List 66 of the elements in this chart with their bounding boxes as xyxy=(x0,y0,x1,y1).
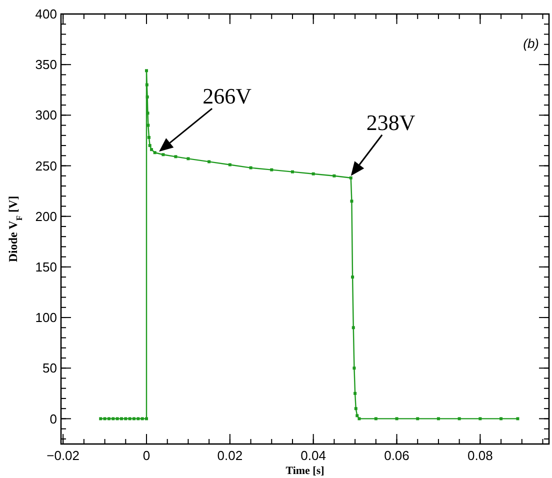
point xyxy=(458,417,461,420)
point xyxy=(374,417,378,420)
point xyxy=(107,417,110,420)
point xyxy=(146,95,149,98)
point xyxy=(436,417,440,420)
point xyxy=(358,417,361,420)
point xyxy=(186,157,190,160)
annotation: 238V xyxy=(366,110,416,135)
point xyxy=(146,124,150,127)
point xyxy=(351,276,354,279)
point xyxy=(120,417,123,420)
point xyxy=(349,176,352,180)
point xyxy=(395,417,398,420)
point xyxy=(174,155,178,158)
point xyxy=(99,417,102,420)
x-tick-label: 0 xyxy=(142,448,150,463)
point xyxy=(150,148,154,152)
point xyxy=(132,417,136,420)
point xyxy=(270,168,274,172)
y-tick-label: 400 xyxy=(35,6,57,22)
point xyxy=(208,160,211,164)
x-axis-title: Time [s] xyxy=(286,465,324,477)
point xyxy=(354,407,358,410)
point xyxy=(124,417,128,420)
y-tick-label: 200 xyxy=(35,208,57,224)
point xyxy=(249,166,252,170)
point xyxy=(145,417,148,420)
point xyxy=(356,414,359,418)
point xyxy=(516,417,520,420)
x-tick-label: −0.02 xyxy=(46,448,80,463)
annotation: (b) xyxy=(523,36,539,51)
point xyxy=(162,153,165,156)
point xyxy=(228,163,232,166)
point xyxy=(352,326,355,330)
y-tick-label: 150 xyxy=(35,259,57,274)
point xyxy=(354,392,357,395)
point xyxy=(153,151,156,154)
point xyxy=(103,417,106,420)
point xyxy=(145,83,148,86)
y-tick-label: 50 xyxy=(42,360,57,376)
x-tick-label: 0.08 xyxy=(468,448,493,463)
point xyxy=(500,417,503,420)
y-tick-label: 100 xyxy=(35,310,57,326)
y-tick-label: 0 xyxy=(50,411,57,426)
point xyxy=(416,417,420,420)
point xyxy=(312,172,315,176)
point xyxy=(352,366,356,370)
point xyxy=(136,417,140,420)
point xyxy=(128,417,132,420)
x-tick-label: 0.06 xyxy=(384,448,410,463)
point xyxy=(290,170,294,174)
x-tick-label: 0.02 xyxy=(217,448,243,463)
point xyxy=(350,200,354,203)
y-tick-label: 300 xyxy=(35,108,57,123)
point xyxy=(148,136,151,139)
annotation: 266V xyxy=(202,84,252,109)
y-tick-label: 350 xyxy=(35,57,57,72)
y-tick-label: 250 xyxy=(35,158,57,174)
point xyxy=(116,417,119,420)
point xyxy=(332,174,336,178)
point xyxy=(140,417,144,420)
point xyxy=(145,69,148,72)
x-tick-label: 0.04 xyxy=(300,448,326,463)
point xyxy=(112,417,115,420)
point xyxy=(148,144,152,148)
point xyxy=(478,417,482,420)
